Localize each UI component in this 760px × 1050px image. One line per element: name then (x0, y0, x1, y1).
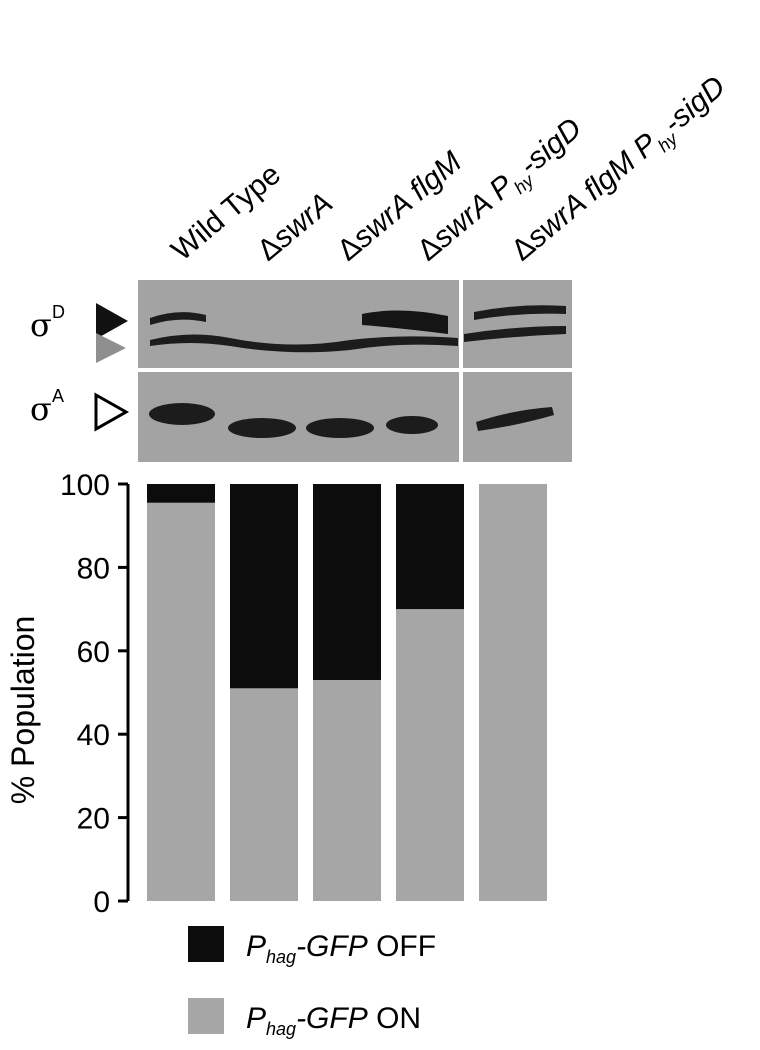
bar-phag-gfp-on-5 (479, 484, 547, 901)
y-axis-title: % Population (5, 616, 41, 805)
western-blot (138, 280, 572, 462)
bars-group (147, 484, 547, 901)
sigma-d-upper-band-flgm-phy-sigd (474, 305, 566, 320)
sigma-d-label: σ D (30, 302, 65, 344)
sigma-d-upper-band-phy-sigd (362, 310, 448, 334)
sigma-a-outline-arrowhead-icon (94, 392, 130, 432)
sigma-a-band-flgm-phy-sigd (476, 407, 554, 431)
legend: Phag-GFP OFF Phag-GFP ON (188, 926, 436, 1039)
legend-label-off: Phag-GFP OFF (246, 930, 436, 967)
sigma-a-band-swra-flgm (306, 418, 374, 438)
blot-row-divider (138, 368, 572, 372)
bar-phag-gfp-on-4 (396, 609, 464, 901)
bar-phag-gfp-off-1 (147, 484, 215, 503)
sigma-d-upper-band-wild-type (150, 312, 206, 325)
legend-swatch-off (188, 926, 224, 962)
bar-phag-gfp-on-2 (230, 688, 298, 901)
bar-phag-gfp-off-4 (396, 484, 464, 610)
lane-labels: Wild Type ΔswrA ΔswrA flgM ΔswrA Phy-sig… (165, 70, 731, 268)
sigma-d-dark-arrowhead-icon (96, 303, 128, 339)
bar-phag-gfp-on-1 (147, 502, 215, 901)
population-chart: 0 20 40 60 80 100 % Population (5, 469, 547, 919)
y-ticks-group: 0 20 40 60 80 100 (60, 469, 128, 919)
legend-label-on: Phag-GFP ON (246, 1002, 421, 1039)
y-tick-label-40: 40 (77, 719, 110, 752)
sigma-a-label: σ A (30, 386, 64, 428)
sigma-a-band-phy-sigd (386, 416, 438, 434)
sigma-d-gray-arrowhead-icon (96, 333, 126, 363)
bar-phag-gfp-on-3 (313, 679, 381, 901)
sigma-d-lower-band-left (150, 334, 458, 353)
y-tick-label-20: 20 (77, 803, 110, 836)
sigma-a-band-wild-type (149, 403, 215, 425)
bar-phag-gfp-off-2 (230, 484, 298, 689)
sigma-a-band-swra (228, 418, 296, 438)
blot-lane-divider (459, 280, 463, 462)
sigma-d-lower-band-right (464, 326, 566, 342)
y-tick-label-60: 60 (77, 636, 110, 669)
sigma-d-symbol: σ (30, 306, 52, 344)
y-tick-label-100: 100 (60, 469, 110, 502)
sigma-a-superscript: A (52, 386, 64, 406)
y-tick-label-0: 0 (93, 886, 110, 919)
y-tick-label-80: 80 (77, 552, 110, 585)
sigma-a-symbol: σ (30, 390, 52, 428)
sigma-d-superscript: D (52, 302, 65, 322)
bar-phag-gfp-off-3 (313, 484, 381, 680)
legend-swatch-on (188, 998, 224, 1034)
